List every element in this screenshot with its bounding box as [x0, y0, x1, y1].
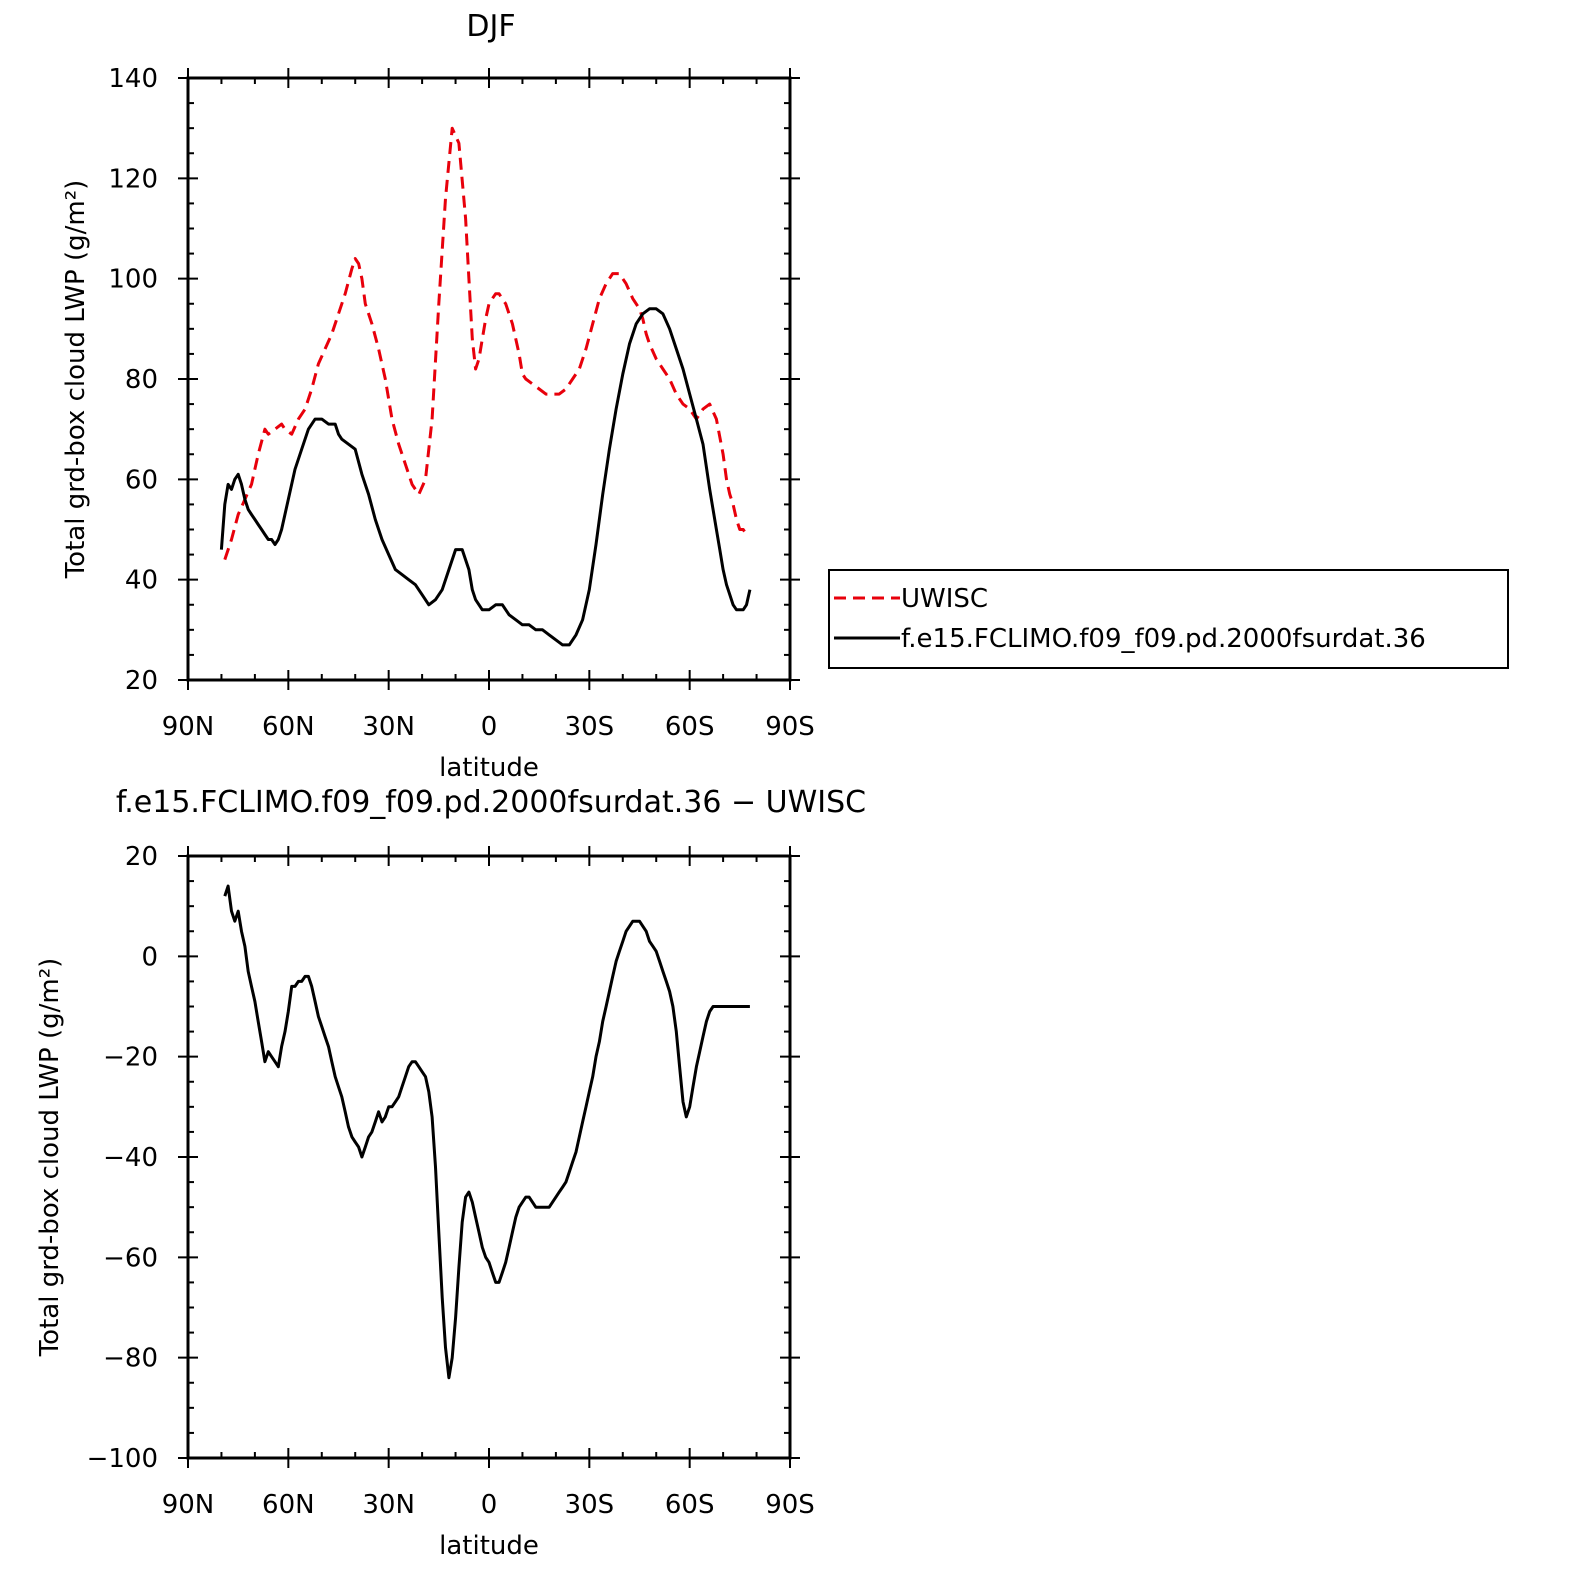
plot-frame — [186, 854, 792, 1460]
x-tick-label: 90S — [765, 712, 815, 742]
y-tick-label: −20 — [103, 1043, 158, 1073]
y-tick-label: −40 — [103, 1143, 158, 1173]
y-tick-label: 80 — [125, 365, 158, 395]
legend-label-uwisc: UWISC — [901, 584, 988, 614]
plot-frame — [186, 76, 792, 682]
x-axis-label: latitude — [439, 1531, 539, 1561]
legend-label-model: f.e15.FCLIMO.f09_f09.pd.2000fsurdat.36 — [901, 624, 1426, 654]
x-tick-label: 90N — [162, 712, 215, 742]
y-axis-label: Total grd-box cloud LWP (g/m²) — [35, 958, 65, 1358]
chart-title: f.e15.FCLIMO.f09_f09.pd.2000fsurdat.36 −… — [116, 785, 866, 820]
x-tick-label: 60S — [665, 712, 715, 742]
series-group — [219, 126, 752, 647]
y-tick-label: 0 — [141, 942, 158, 972]
y-tick-label: 20 — [125, 666, 158, 696]
y-tick-label: −80 — [103, 1344, 158, 1374]
x-tick-label: 30N — [362, 1490, 415, 1520]
x-tick-label: 30S — [565, 712, 615, 742]
x-tick-label: 90S — [765, 1490, 815, 1520]
x-tick-label: 60N — [262, 1490, 315, 1520]
top-panel: DJF 20 40 60 80 100 120 140 90N 60N 30N 0 30S 60S 90… — [61, 9, 815, 783]
y-tick-label: −100 — [87, 1444, 158, 1474]
x-axis-label: latitude — [439, 753, 539, 783]
y-tick-label: −60 — [103, 1243, 158, 1273]
x-tick-label: 60S — [665, 1490, 715, 1520]
y-tick-label: 140 — [108, 64, 158, 94]
series-line-0 — [223, 884, 750, 1380]
x-tick-label: 90N — [162, 1490, 215, 1520]
y-tick-label: 20 — [125, 842, 158, 872]
legend-box — [828, 569, 1509, 669]
x-tick-label: 60N — [262, 712, 315, 742]
legend: UWISC f.e15.FCLIMO.f09_f09.pd.2000fsurda… — [828, 569, 1509, 669]
bottom-panel: f.e15.FCLIMO.f09_f09.pd.2000fsurdat.36 −… — [35, 785, 866, 1561]
series-line-1 — [219, 307, 752, 647]
chart-title: DJF — [466, 9, 515, 44]
y-tick-label: 40 — [125, 566, 158, 596]
series-group — [223, 884, 750, 1380]
y-axis-label: Total grd-box cloud LWP (g/m²) — [61, 180, 91, 580]
series-line-0 — [223, 126, 750, 561]
x-tick-label: 0 — [481, 1490, 498, 1520]
y-tick-label: 120 — [108, 164, 158, 194]
x-tick-label: 30S — [565, 1490, 615, 1520]
x-tick-label: 0 — [481, 712, 498, 742]
y-tick-label: 100 — [108, 265, 158, 295]
y-tick-label: 60 — [125, 465, 158, 495]
x-tick-label: 30N — [362, 712, 415, 742]
